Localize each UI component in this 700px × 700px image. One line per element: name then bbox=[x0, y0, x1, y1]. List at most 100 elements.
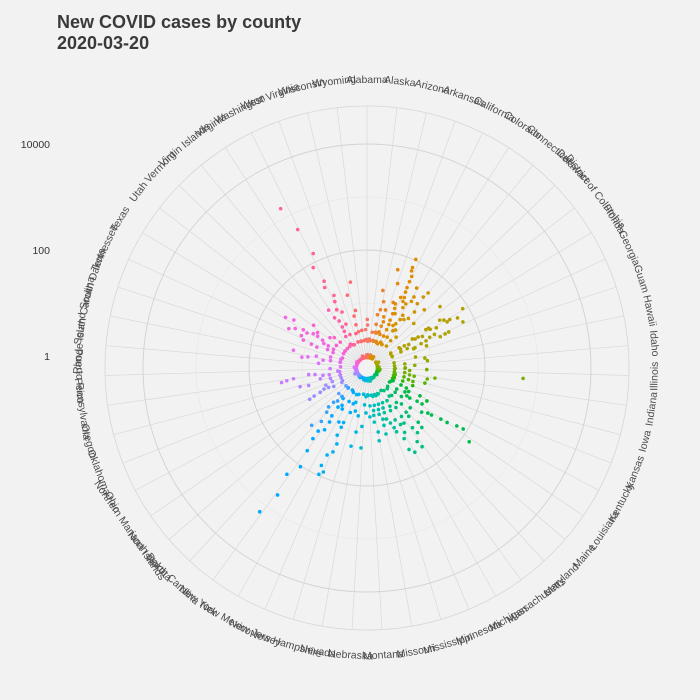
data-point bbox=[382, 388, 386, 393]
data-point bbox=[433, 376, 437, 380]
data-point bbox=[388, 318, 392, 323]
data-point bbox=[398, 317, 403, 322]
data-point bbox=[295, 227, 300, 232]
data-point bbox=[359, 339, 364, 344]
data-point bbox=[413, 363, 417, 368]
data-point bbox=[398, 422, 403, 427]
ring-gridline bbox=[195, 196, 539, 540]
y-tick-label: 10000 bbox=[21, 139, 50, 151]
data-point bbox=[385, 386, 390, 391]
data-point bbox=[393, 321, 398, 326]
data-point bbox=[393, 418, 397, 422]
data-point bbox=[377, 412, 381, 417]
data-point bbox=[316, 429, 320, 433]
data-point bbox=[350, 388, 355, 392]
spoke-gridline bbox=[374, 164, 534, 359]
spoke-gridline bbox=[292, 379, 364, 620]
data-point bbox=[363, 327, 368, 332]
data-point bbox=[445, 420, 449, 425]
data-point bbox=[279, 380, 284, 385]
data-point bbox=[432, 332, 437, 337]
spoke-gridline bbox=[378, 345, 629, 368]
data-point bbox=[384, 327, 389, 332]
data-point bbox=[448, 317, 452, 322]
data-point bbox=[336, 405, 340, 409]
data-point bbox=[311, 323, 316, 328]
data-point bbox=[335, 433, 339, 437]
data-point bbox=[324, 410, 329, 414]
data-point bbox=[301, 338, 306, 342]
data-point bbox=[405, 285, 409, 290]
spoke-gridline bbox=[278, 121, 364, 357]
data-point bbox=[334, 307, 339, 312]
category-label: Idaho bbox=[647, 330, 661, 357]
data-point bbox=[378, 307, 383, 312]
data-point bbox=[321, 358, 325, 362]
spoke-gridline bbox=[251, 132, 363, 358]
spoke-gridline bbox=[378, 286, 617, 365]
data-point bbox=[320, 338, 325, 342]
data-point bbox=[301, 327, 306, 332]
data-point bbox=[332, 335, 337, 340]
data-point bbox=[359, 446, 363, 450]
data-point bbox=[322, 279, 326, 283]
data-point bbox=[307, 397, 312, 402]
data-point bbox=[402, 370, 407, 375]
data-point bbox=[321, 373, 325, 378]
data-point bbox=[335, 442, 339, 446]
data-point bbox=[322, 341, 326, 346]
data-point bbox=[291, 376, 296, 381]
data-point bbox=[385, 335, 390, 339]
data-point bbox=[319, 463, 324, 468]
data-point bbox=[326, 405, 331, 409]
data-point bbox=[402, 430, 407, 435]
category-label: Illinois bbox=[648, 361, 661, 391]
data-point bbox=[340, 356, 345, 360]
data-point bbox=[347, 399, 351, 404]
data-point bbox=[426, 411, 430, 415]
ring-gridline bbox=[301, 302, 433, 434]
data-point bbox=[399, 383, 403, 387]
data-point bbox=[348, 332, 352, 337]
data-point bbox=[376, 360, 381, 364]
data-point bbox=[403, 290, 408, 294]
data-point bbox=[371, 338, 375, 343]
category-label: Montana bbox=[363, 648, 405, 662]
data-point bbox=[287, 326, 291, 331]
data-point bbox=[415, 301, 420, 306]
data-point bbox=[419, 410, 424, 414]
ring-gridline bbox=[142, 143, 592, 593]
spoke-gridline bbox=[351, 379, 367, 630]
data-point bbox=[460, 306, 465, 311]
data-point bbox=[423, 356, 427, 360]
data-point bbox=[352, 314, 356, 318]
data-point bbox=[345, 346, 350, 351]
ring-gridline bbox=[248, 249, 486, 487]
spoke-gridline bbox=[264, 378, 363, 610]
spoke-gridline bbox=[200, 164, 360, 359]
data-point bbox=[394, 400, 399, 405]
data-point bbox=[438, 304, 442, 309]
data-point bbox=[392, 360, 396, 365]
data-point bbox=[426, 291, 430, 295]
spoke-gridline bbox=[371, 378, 470, 610]
data-point bbox=[387, 380, 392, 384]
data-point bbox=[354, 430, 358, 434]
data-point bbox=[413, 257, 418, 262]
data-point bbox=[322, 427, 327, 432]
spoke-gridline bbox=[367, 379, 383, 630]
data-point bbox=[298, 464, 303, 469]
data-point bbox=[381, 417, 385, 421]
data-point bbox=[395, 281, 400, 286]
data-point bbox=[420, 334, 425, 339]
data-point bbox=[371, 413, 376, 418]
data-point bbox=[338, 360, 343, 364]
data-point bbox=[395, 267, 400, 272]
data-point bbox=[403, 390, 407, 394]
data-point bbox=[406, 389, 411, 394]
data-point bbox=[446, 330, 451, 334]
data-point bbox=[315, 334, 320, 338]
data-point bbox=[300, 355, 304, 359]
data-point bbox=[425, 377, 430, 381]
data-point bbox=[353, 409, 358, 413]
